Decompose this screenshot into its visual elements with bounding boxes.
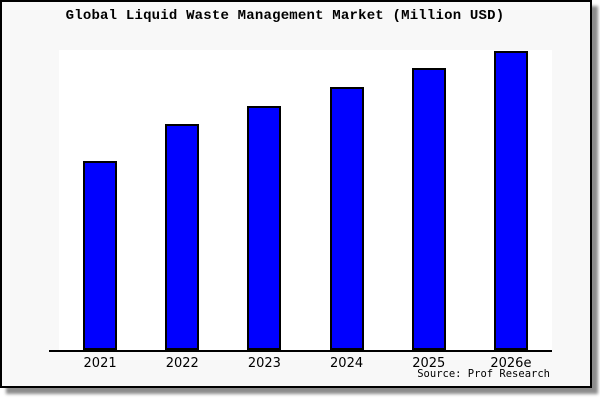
x-tick-2026e: 2026e (490, 356, 532, 371)
chart-page: Global Liquid Waste Management Market (M… (0, 0, 592, 388)
source-credit: Source: Prof Research (417, 368, 550, 380)
x-tick-2021: 2021 (83, 356, 117, 371)
bar-2026e (493, 51, 528, 350)
x-axis-line (49, 350, 552, 352)
bar-2025 (411, 68, 446, 350)
bar-2024 (329, 87, 364, 350)
plot-area (59, 50, 552, 350)
x-tick-2025: 2025 (412, 356, 446, 371)
bar-2021 (83, 161, 118, 350)
bar-2022 (165, 124, 200, 350)
x-tick-2024: 2024 (330, 356, 364, 371)
x-tick-2023: 2023 (247, 356, 281, 371)
chart-title: Global Liquid Waste Management Market (M… (65, 8, 505, 24)
bar-2023 (247, 106, 282, 350)
x-tick-2022: 2022 (165, 356, 199, 371)
